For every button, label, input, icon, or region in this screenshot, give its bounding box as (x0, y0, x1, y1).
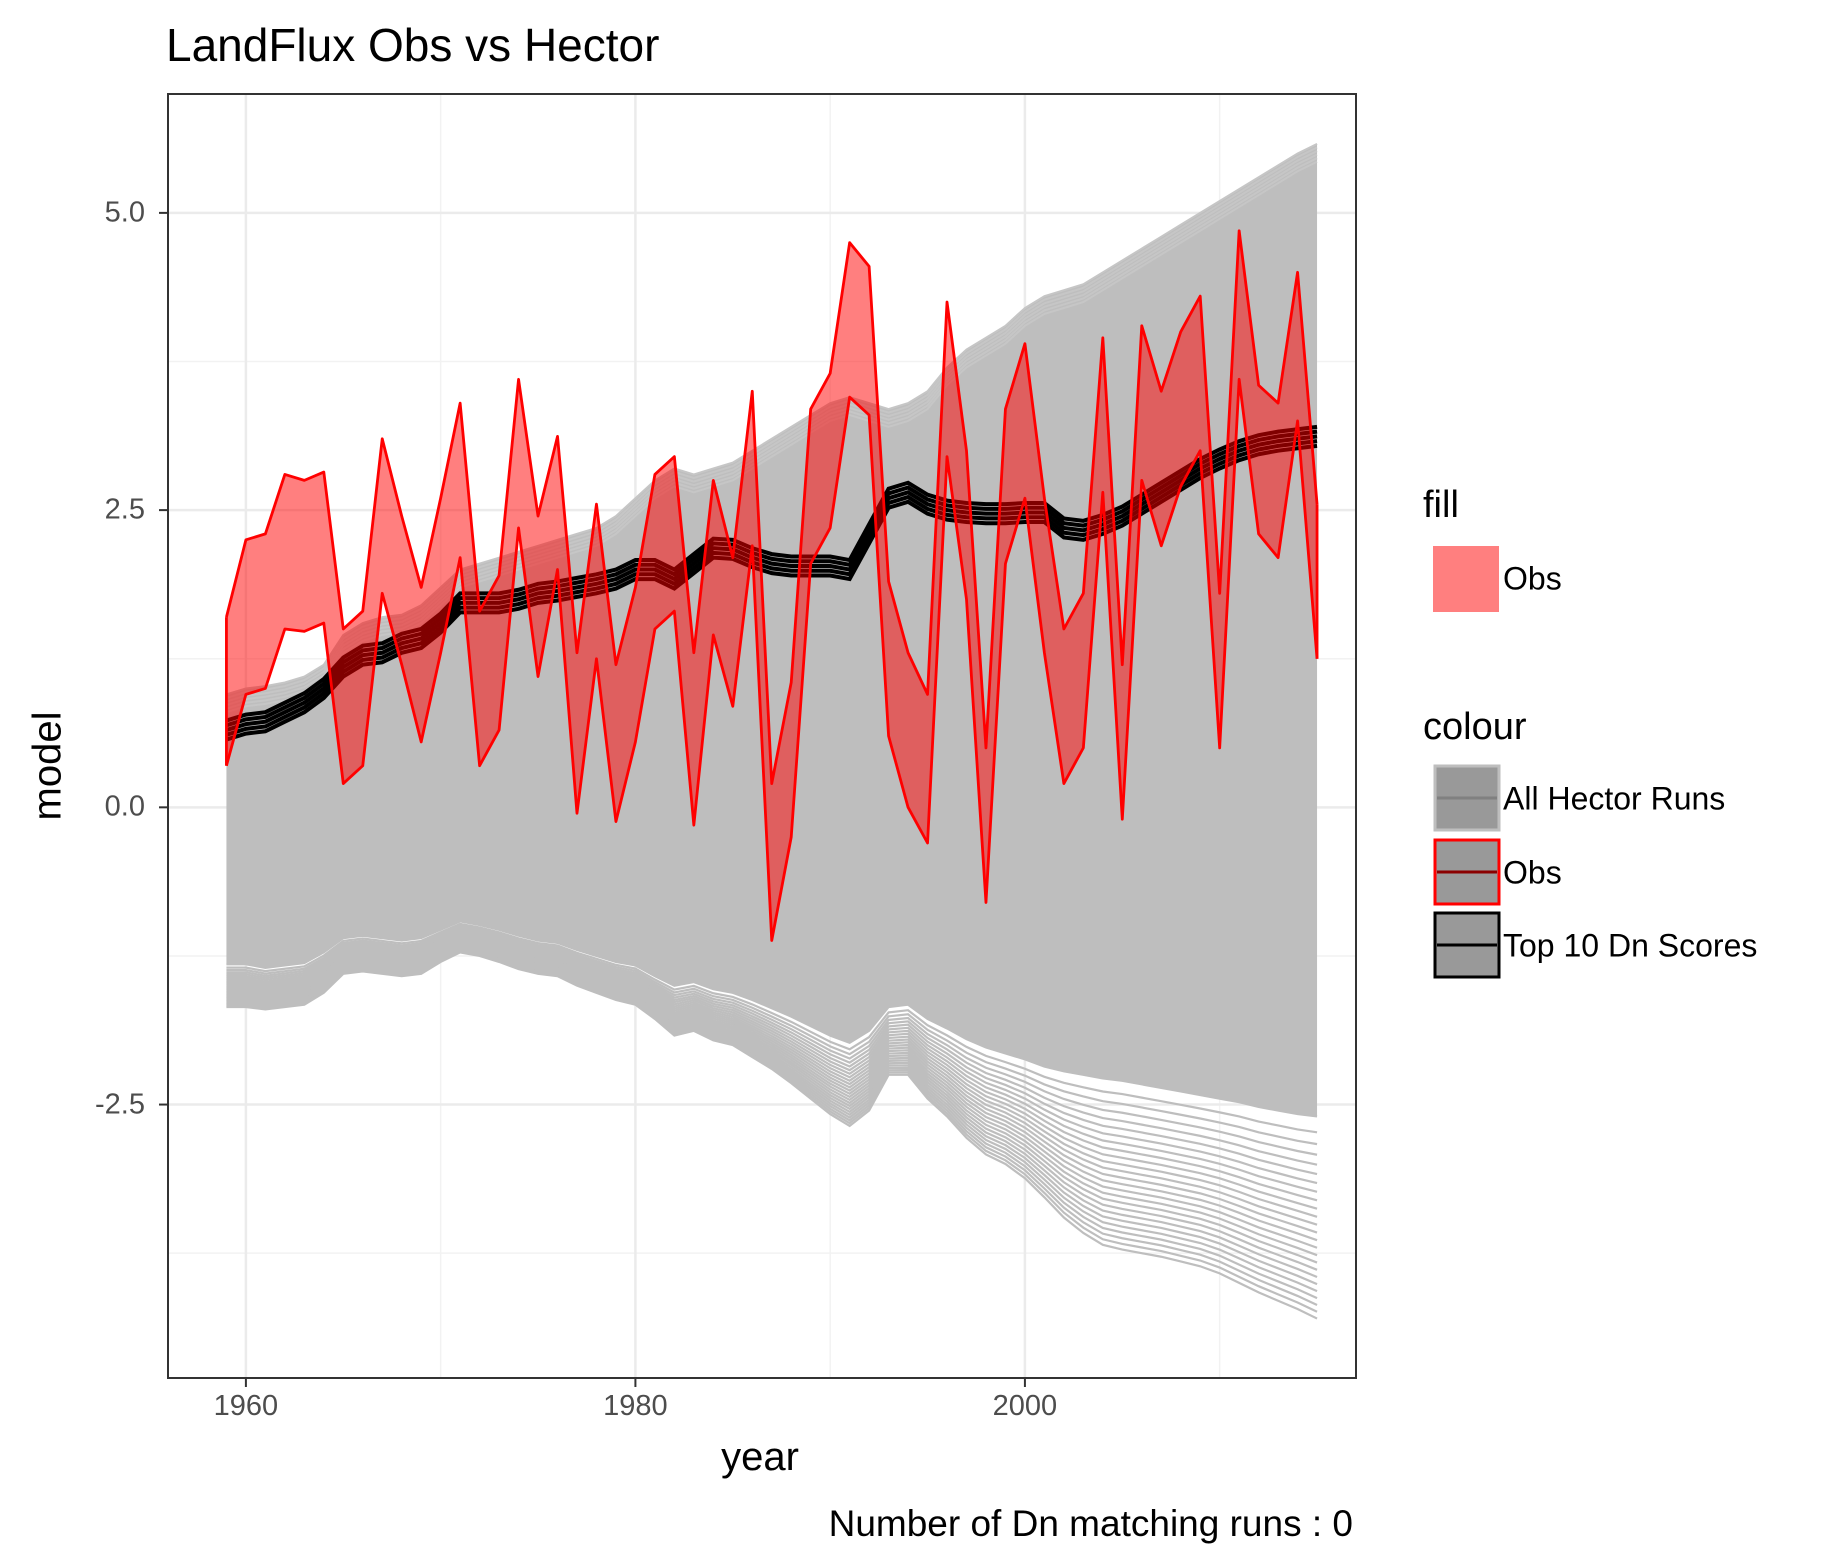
caption: Number of Dn matching runs : 0 (828, 1503, 1353, 1544)
chart-title: LandFlux Obs vs Hector (166, 19, 660, 71)
obs-ribbon (225, 229, 1319, 942)
legend-keys (1433, 546, 1501, 979)
legend-label-obs-fill: Obs (1503, 560, 1562, 597)
hector-run-line (226, 948, 1318, 1300)
obs-ribbon-fill (226, 230, 1318, 941)
hector-run-line (226, 947, 1318, 1293)
hector-run-line (226, 936, 1318, 1226)
hector-run-line (226, 930, 1318, 1185)
legend-key-obs-fill (1433, 546, 1499, 612)
hector-run-line (226, 934, 1318, 1210)
x-tick-label: 1980 (603, 1390, 668, 1422)
legend-label-colour: Obs (1503, 854, 1562, 891)
hector-run-line (226, 940, 1318, 1249)
hector-run-line (226, 945, 1318, 1286)
hector-run-line (226, 935, 1318, 1218)
hector-run-line (226, 951, 1318, 1320)
legend-label-colour: Top 10 Dn Scores (1503, 927, 1758, 964)
y-tick-label: 0.0 (104, 790, 145, 823)
axis-ticks (159, 211, 1026, 1387)
panel-border (167, 93, 1357, 1379)
obs-upper-line (225, 229, 1319, 785)
hector-run-line (226, 920, 1318, 1118)
hector-run-line (226, 942, 1318, 1264)
x-tick-label: 1960 (213, 1390, 279, 1422)
x-axis-label: year (721, 1435, 799, 1479)
hector-run-line (226, 933, 1318, 1202)
hector-runs-band (226, 143, 1318, 1117)
hector-runs (225, 143, 1318, 1320)
legend-title-colour: colour (1423, 706, 1527, 748)
y-tick-label: 2.5 (104, 493, 145, 526)
hector-run-line (226, 938, 1318, 1234)
y-tick-label: -2.5 (95, 1088, 145, 1121)
legend-title-fill: fill (1423, 484, 1459, 526)
hector-run-line (226, 922, 1318, 1134)
hector-run-line (226, 950, 1318, 1313)
hector-run-line (226, 939, 1318, 1242)
hector-run-line (226, 929, 1318, 1176)
hector-run-line (226, 949, 1318, 1306)
hector-run-line (226, 926, 1318, 1156)
hector-run-line (226, 927, 1318, 1166)
y-axis-label: model (25, 711, 70, 821)
hector-run-line (226, 931, 1318, 1193)
hector-run-line (226, 943, 1318, 1271)
hector-run-line (226, 941, 1318, 1257)
obs-lower-line (225, 377, 1319, 942)
hector-run-line (226, 944, 1318, 1279)
x-tick-label: 2000 (992, 1390, 1058, 1422)
y-tick-label: 5.0 (104, 196, 145, 229)
hector-run-line (226, 924, 1318, 1146)
legend-label-colour: All Hector Runs (1503, 780, 1726, 817)
